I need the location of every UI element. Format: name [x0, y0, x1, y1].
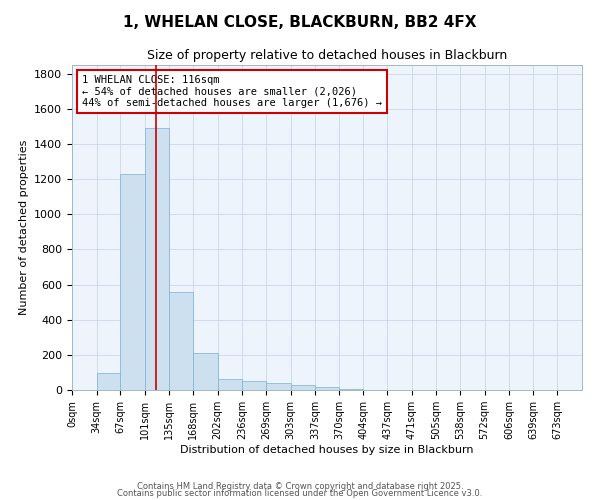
- Bar: [121, 174, 145, 390]
- Bar: [339, 389, 364, 390]
- Bar: [242, 381, 266, 390]
- Text: Contains HM Land Registry data © Crown copyright and database right 2025.: Contains HM Land Registry data © Crown c…: [137, 482, 463, 491]
- Bar: [193, 353, 218, 390]
- Bar: [290, 385, 315, 390]
- Text: 1 WHELAN CLOSE: 116sqm
← 54% of detached houses are smaller (2,026)
44% of semi-: 1 WHELAN CLOSE: 116sqm ← 54% of detached…: [82, 74, 382, 108]
- X-axis label: Distribution of detached houses by size in Blackburn: Distribution of detached houses by size …: [180, 445, 474, 455]
- Bar: [145, 128, 169, 390]
- Bar: [315, 388, 339, 390]
- Bar: [218, 378, 242, 390]
- Title: Size of property relative to detached houses in Blackburn: Size of property relative to detached ho…: [147, 50, 507, 62]
- Text: Contains public sector information licensed under the Open Government Licence v3: Contains public sector information licen…: [118, 489, 482, 498]
- Text: 1, WHELAN CLOSE, BLACKBURN, BB2 4FX: 1, WHELAN CLOSE, BLACKBURN, BB2 4FX: [123, 15, 477, 30]
- Bar: [97, 374, 121, 390]
- Bar: [169, 292, 193, 390]
- Bar: [266, 384, 290, 390]
- Y-axis label: Number of detached properties: Number of detached properties: [19, 140, 29, 315]
